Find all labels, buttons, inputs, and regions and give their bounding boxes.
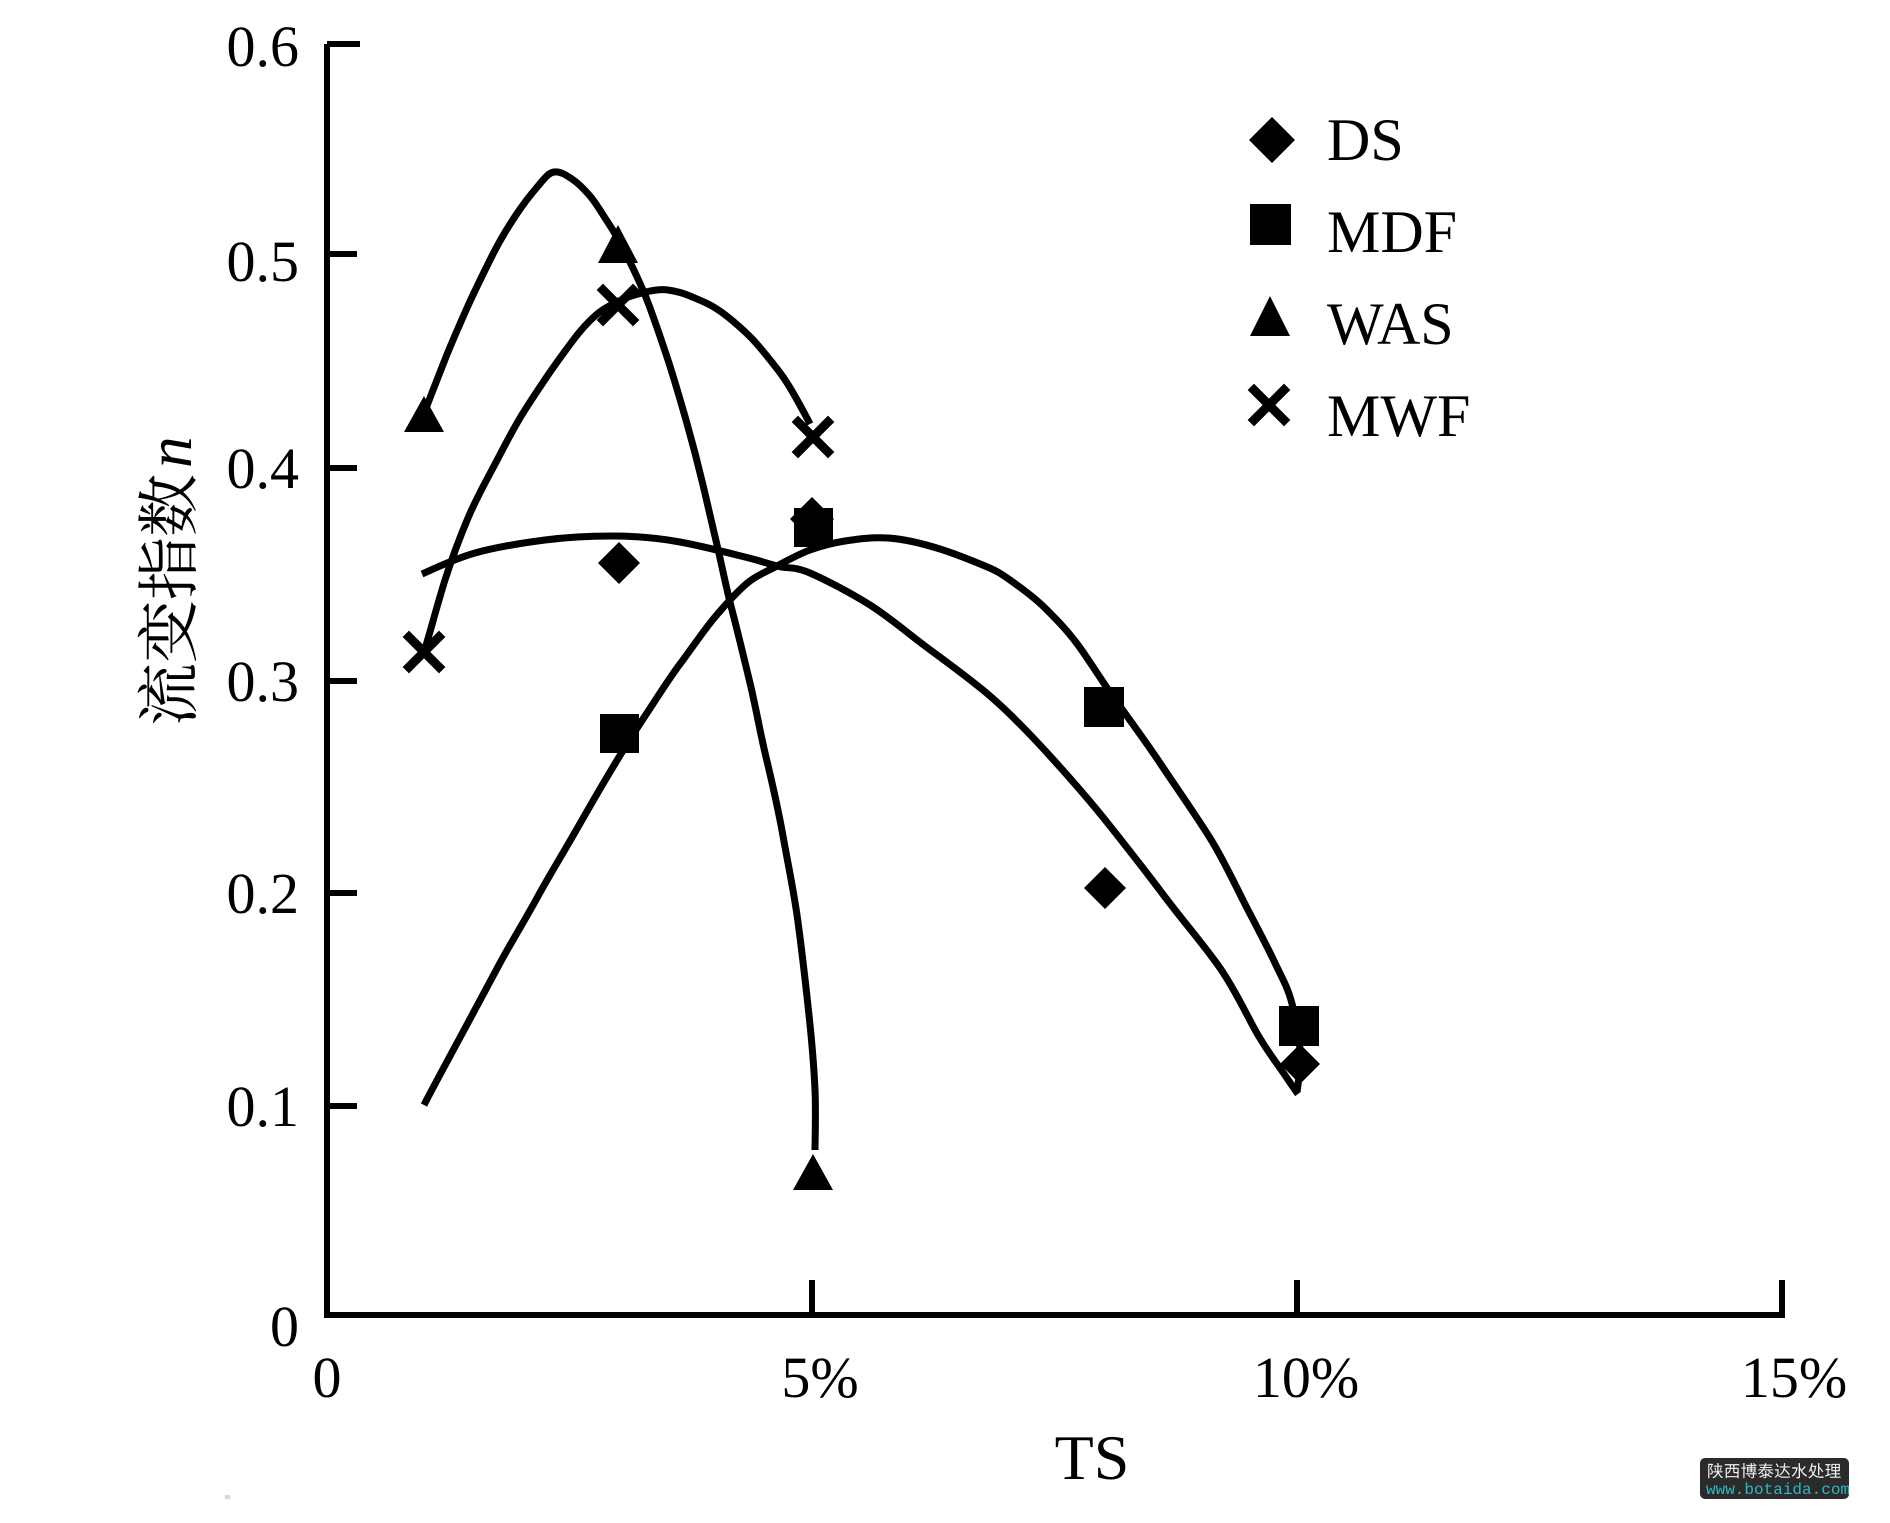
svg-text:DS: DS [1327, 107, 1404, 173]
svg-text:0: 0 [313, 1345, 342, 1410]
svg-text:MWF: MWF [1327, 383, 1470, 449]
svg-text:5%: 5% [781, 1345, 858, 1410]
svg-text:10%: 10% [1253, 1345, 1359, 1410]
svg-text:MDF: MDF [1327, 199, 1457, 265]
svg-text:0.6: 0.6 [227, 14, 300, 79]
svg-text:0.5: 0.5 [227, 229, 300, 294]
svg-text:0.2: 0.2 [227, 861, 300, 926]
svg-text:15%: 15% [1741, 1345, 1847, 1410]
svg-text:0.3: 0.3 [227, 649, 300, 714]
svg-text:www.botaida.com: www.botaida.com [1706, 1481, 1850, 1499]
svg-text:WAS: WAS [1327, 291, 1454, 357]
svg-text:n: n [135, 437, 205, 469]
svg-text:TS: TS [1055, 1422, 1130, 1493]
svg-text:0.1: 0.1 [227, 1074, 300, 1139]
svg-text:0.4: 0.4 [227, 436, 300, 501]
svg-text:0: 0 [270, 1294, 299, 1359]
